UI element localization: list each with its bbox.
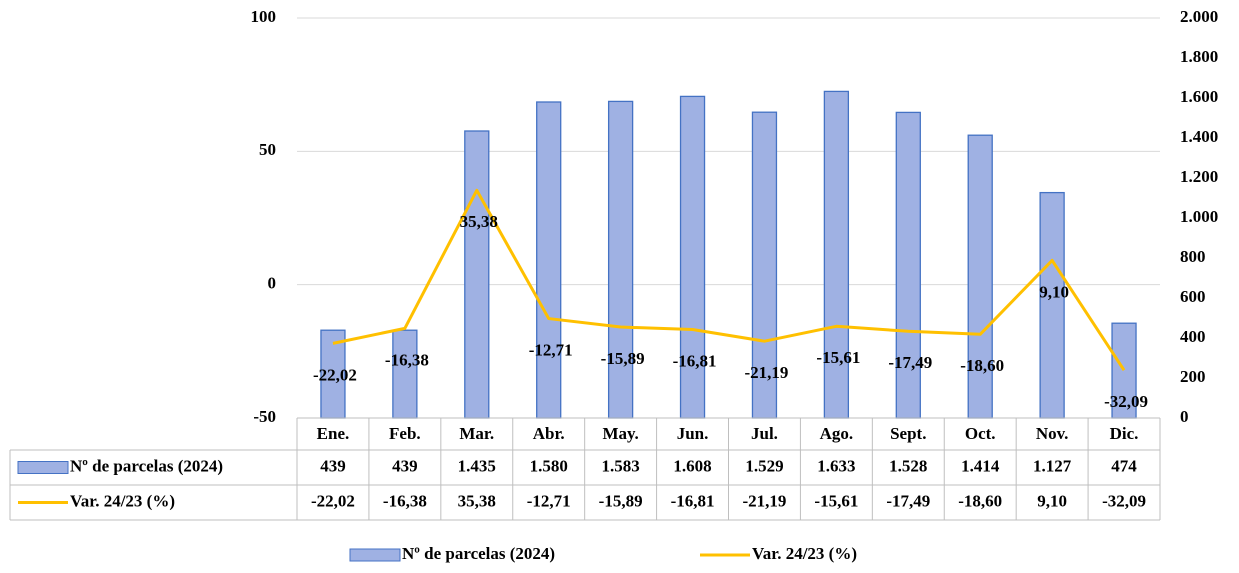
data-label: -15,61 (816, 348, 860, 367)
data-label: 35,38 (460, 212, 498, 231)
data-label: -16,81 (673, 351, 717, 370)
bar (967, 134, 993, 419)
table-cell: -22,02 (311, 491, 355, 510)
table-cell: 1.414 (961, 456, 1000, 475)
table-cell: 1.528 (889, 456, 927, 475)
y-tick-label: 50 (259, 140, 276, 159)
x-tick-label: Nov. (1036, 424, 1069, 443)
table-cell: 439 (392, 456, 418, 475)
table-cell: 474 (1111, 456, 1137, 475)
x-tick-label: Sept. (890, 424, 926, 443)
table-cell: 1.435 (458, 456, 496, 475)
y2-tick-label: 0 (1180, 407, 1189, 426)
bar (392, 329, 418, 419)
y2-tick-label: 2.000 (1180, 7, 1218, 26)
bar (320, 329, 346, 419)
bar (895, 111, 921, 419)
bar (607, 100, 634, 419)
table-cell: 1.633 (817, 456, 855, 475)
y2-tick-label: 1.800 (1180, 47, 1218, 66)
data-label: -17,49 (888, 353, 932, 372)
bar (464, 130, 490, 419)
table-legend-key (17, 461, 69, 474)
x-tick-label: Ago. (820, 424, 854, 443)
legend-label: Var. 24/23 (%) (752, 544, 857, 563)
legend-label: Nº de parcelas (2024) (402, 544, 555, 563)
table-series-name: Nº de parcelas (2024) (70, 456, 223, 475)
x-tick-label: Dic. (1110, 424, 1139, 443)
bar (823, 90, 850, 419)
table-cell: 9,10 (1037, 491, 1067, 510)
y-tick-label: 100 (251, 7, 277, 26)
y2-tick-label: 600 (1180, 287, 1206, 306)
bar (536, 101, 562, 419)
table-cell: -16,38 (383, 491, 427, 510)
table-cell: 1.529 (745, 456, 783, 475)
table-cell: -18,60 (958, 491, 1002, 510)
data-label: -15,89 (601, 349, 645, 368)
data-label: -22,02 (313, 365, 357, 384)
x-tick-label: Oct. (965, 424, 996, 443)
y2-tick-label: 1.600 (1180, 87, 1218, 106)
y2-tick-label: 1.400 (1180, 127, 1218, 146)
table-cell: 35,38 (458, 491, 496, 510)
x-tick-label: Abr. (533, 424, 565, 443)
table-cell: 1.127 (1033, 456, 1072, 475)
x-tick-label: Ene. (317, 424, 350, 443)
y2-tick-label: 400 (1180, 327, 1206, 346)
y2-tick-label: 800 (1180, 247, 1206, 266)
data-label: -21,19 (744, 363, 788, 382)
data-label: -12,71 (529, 340, 573, 359)
table-series-name: Var. 24/23 (%) (70, 491, 175, 510)
table-cell: -32,09 (1102, 491, 1146, 510)
y-tick-label: 0 (268, 274, 277, 293)
table-cell: 1.608 (673, 456, 711, 475)
y-tick-label: -50 (253, 407, 276, 426)
data-label: -16,38 (385, 350, 429, 369)
x-tick-label: Jun. (677, 424, 709, 443)
bar (1039, 191, 1065, 419)
data-label: 9,10 (1039, 282, 1069, 301)
table-cell: -15,61 (814, 491, 858, 510)
table-cell: 1.580 (530, 456, 568, 475)
table-cell: 1.583 (602, 456, 640, 475)
table-cell: -16,81 (671, 491, 715, 510)
table-cell: -17,49 (886, 491, 930, 510)
x-tick-label: Feb. (389, 424, 421, 443)
legend-key (349, 548, 401, 562)
y2-tick-label: 1.000 (1180, 207, 1218, 226)
x-tick-label: Jul. (751, 424, 778, 443)
x-tick-label: Mar. (459, 424, 494, 443)
bar (1111, 322, 1137, 419)
table-cell: -12,71 (527, 491, 571, 510)
x-tick-label: May. (602, 424, 638, 443)
data-label: -32,09 (1104, 392, 1148, 411)
line (332, 188, 1126, 372)
y2-tick-label: 1.200 (1180, 167, 1218, 186)
bar (751, 111, 778, 419)
data-label: -18,60 (960, 356, 1004, 375)
y2-tick-label: 200 (1180, 367, 1206, 386)
table-cell: -21,19 (742, 491, 786, 510)
table-cell: 439 (320, 456, 346, 475)
table-cell: -15,89 (599, 491, 643, 510)
